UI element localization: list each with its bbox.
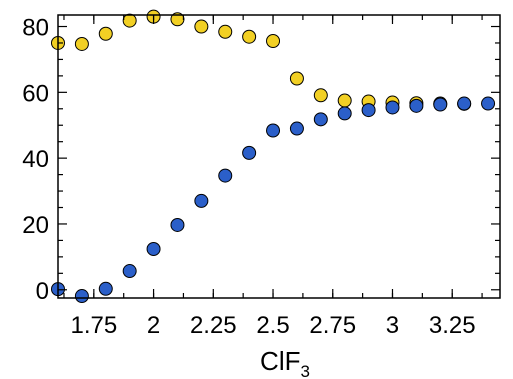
data-point (457, 96, 472, 111)
data-point (433, 97, 448, 112)
data-point (122, 13, 137, 28)
data-point (289, 71, 304, 86)
data-point (361, 103, 376, 118)
series-layer (51, 9, 496, 304)
data-point (74, 36, 89, 51)
y-tick-label: 20 (22, 212, 49, 239)
data-point (242, 145, 257, 160)
x-tick-label: 2.5 (256, 312, 289, 339)
data-point (194, 19, 209, 34)
data-point (74, 289, 89, 304)
data-point (170, 217, 185, 232)
y-tick-label: 60 (22, 80, 49, 107)
x-axis-title-main: ClF (260, 346, 300, 376)
series-1 (51, 9, 472, 111)
y-tick-label: 0 (36, 278, 49, 305)
data-point (194, 193, 209, 208)
data-point (218, 168, 233, 183)
data-point (313, 88, 328, 103)
data-point (385, 100, 400, 115)
x-tick-label: 3.25 (429, 312, 476, 339)
x-tick-label: 1.75 (70, 312, 117, 339)
data-point (266, 123, 281, 138)
data-point (218, 24, 233, 39)
data-point (481, 96, 496, 111)
x-tick-label: 2.25 (190, 312, 237, 339)
x-tick-label: 3 (386, 312, 399, 339)
y-tick-label: 40 (22, 146, 49, 173)
data-point (122, 264, 137, 279)
data-point (337, 93, 352, 108)
series-2 (51, 96, 496, 304)
data-point (146, 241, 161, 256)
plot-frame (57, 14, 501, 299)
y-tick-label: 80 (22, 15, 49, 42)
data-point (266, 33, 281, 48)
x-axis-title: ClF3 (260, 346, 310, 379)
x-tick-label: 2 (147, 312, 160, 339)
data-point (409, 98, 424, 113)
x-tick-label: 2.75 (309, 312, 356, 339)
ticks-layer: 0 20 40 60 80 1.75 2 2.25 2.5 2.75 3 3.25 (22, 15, 500, 339)
x-axis-title-subscript: 3 (300, 362, 309, 379)
data-point (242, 29, 257, 44)
data-point (98, 26, 113, 41)
data-point (98, 281, 113, 296)
data-point (337, 106, 352, 121)
data-point (289, 121, 304, 136)
data-point (313, 112, 328, 127)
